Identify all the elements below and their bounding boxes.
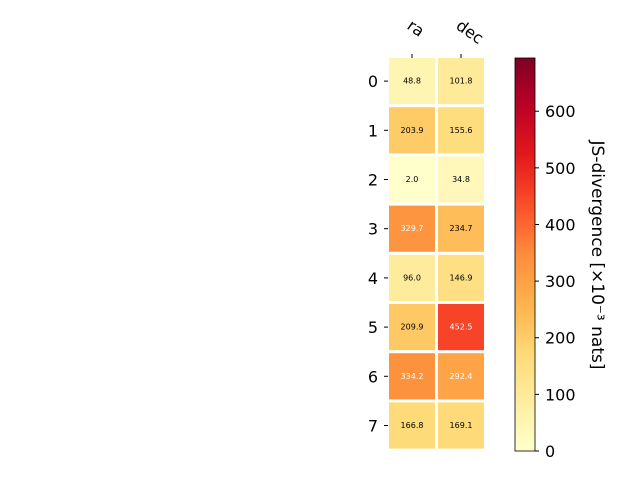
heatmap-cell [438,254,484,301]
cell-value-label: 34.8 [452,175,470,184]
heatmap-cell [389,58,435,105]
heatmap-cell [389,254,435,301]
heatmap-cell [389,205,435,252]
cell-value-label: 2.0 [406,175,419,184]
heatmap-cell [438,107,484,154]
heatmap-cell [389,304,435,351]
heatmap-cells: 48.8 101.8 203.9 155.6 2.0 34.8 329.7 234.7 96.0… [389,58,484,449]
row-label: 2 [368,171,378,190]
column-label: ra [404,16,428,41]
cell-value-label: 329.7 [401,224,424,233]
cell-value-label: 48.8 [403,77,421,86]
cell-value-label: 292.4 [450,372,473,381]
cell-value-label: 166.8 [401,421,424,430]
heatmap-cell [438,353,484,400]
cell-value-label: 146.9 [450,273,473,282]
cell-value-label: 101.8 [450,77,473,86]
heatmap-cell [438,402,484,449]
cell-value-label: 452.5 [450,323,473,332]
cell-value-label: 334.2 [401,372,424,381]
heatmap-cell [389,156,435,203]
heatmap-cell [438,156,484,203]
colorbar-label: JS-divergence [×10⁻³ nats] [587,140,607,370]
row-label: 3 [368,220,378,239]
colorbar-tick-label: 200 [545,329,576,348]
column-label: dec [453,16,487,48]
colorbar-tick-label: 100 [545,385,576,404]
colorbar-gradient [514,57,536,452]
colorbar-tick-label: 600 [545,102,576,121]
cell-value-label: 155.6 [450,126,473,135]
cell-value-label: 96.0 [403,273,421,282]
colorbar-tick-label: 0 [545,442,555,461]
row-label: 4 [368,269,378,288]
row-label: 0 [368,72,378,91]
heatmap-cell [438,205,484,252]
row-label: 1 [368,121,378,140]
colorbar: 0 100 200 300 400 500 600 [514,57,576,461]
colorbar-tick-label: 500 [545,159,576,178]
row-axis: 0 1 2 3 4 5 6 7 [368,72,388,436]
column-axis: ra dec [404,16,487,58]
colorbar-tick-label: 400 [545,215,576,234]
heatmap-cell [389,107,435,154]
heatmap-cell [389,353,435,400]
colorbar-tick-label: 300 [545,272,576,291]
row-label: 5 [368,318,378,337]
heatmap-cell [389,402,435,449]
row-label: 6 [368,367,378,386]
cell-value-label: 169.1 [450,421,473,430]
heatmap-cell [438,58,484,105]
cell-value-label: 203.9 [401,126,424,135]
cell-value-label: 234.7 [450,224,473,233]
cell-value-label: 209.9 [401,323,424,332]
row-label: 7 [368,417,378,436]
heatmap-cell [438,304,484,351]
